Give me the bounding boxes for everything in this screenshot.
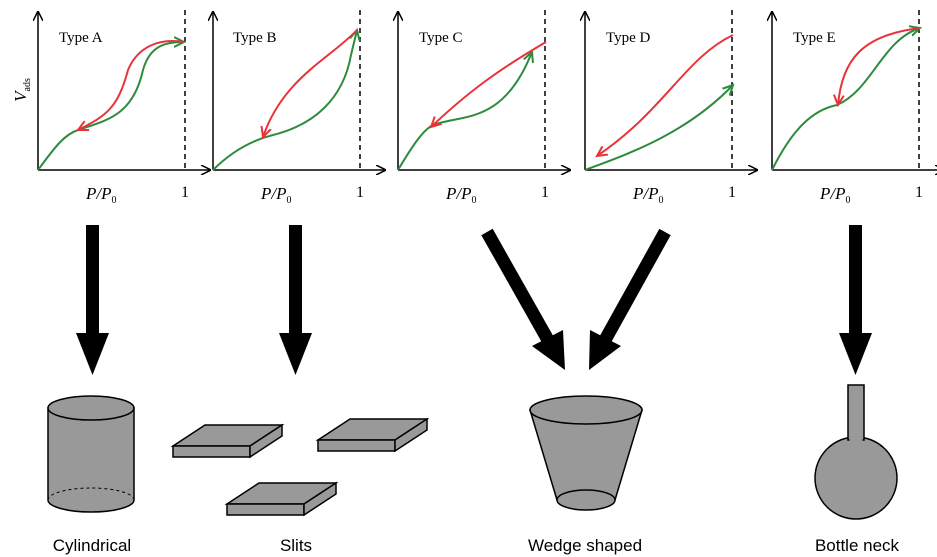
desorption-branch [431,42,546,127]
x-label-sub: 0 [472,195,477,206]
cylinder [48,396,134,512]
x-label-sub: 0 [846,195,851,206]
slits [173,419,427,515]
big-arrows [76,225,872,375]
bottle-neck-shape [815,385,897,519]
x-label-main: P/P [819,184,846,203]
x-axis-label: P/P0 [632,184,664,206]
isotherm-panel: Type D 1 P/P0 [585,10,757,206]
y-label-sub: ads [22,78,33,91]
x-label-sub: 0 [112,195,117,206]
x-end-label: 1 [541,184,549,201]
x-label-main: P/P [260,184,287,203]
shape-label: Bottle neck [815,536,900,555]
arrow-shaft [487,232,548,340]
arrow-shaft [289,225,302,335]
y-axis-label: Vads [11,78,33,102]
desorption-branch [78,41,184,130]
x-label-main: P/P [632,184,659,203]
arrow-head [76,333,109,375]
shape-label: Cylindrical [53,536,131,555]
x-axis-label: P/P0 [85,184,117,206]
x-end-label: 1 [728,184,736,201]
adsorption-branch [213,30,357,170]
panel-title: Type D [606,30,651,46]
x-axis-label: P/P0 [819,184,851,206]
arrow-shaft [605,232,665,340]
isotherm-panel: Type A 1 P/P0 [38,10,210,206]
wedge [530,396,642,510]
x-label-sub: 0 [287,195,292,206]
arrow-head [279,333,312,375]
x-axis-label: P/P0 [445,184,477,206]
x-label-main: P/P [445,184,472,203]
adsorption-branch [772,28,920,170]
desorption-branch [597,35,733,156]
arrow-shaft [86,225,99,335]
isotherm-panel: Type C 1 P/P0 [398,10,570,206]
shape-label: Wedge shaped [528,536,642,555]
x-axis-label: P/P0 [260,184,292,206]
x-label-main: P/P [85,184,112,203]
isotherm-panel: Type B 1 P/P0 [213,10,385,206]
panel-title: Type B [233,30,277,46]
x-end-label: 1 [181,184,189,201]
arrow-shaft [849,225,862,335]
shape-label: Slits [280,536,312,555]
panel-title: Type E [793,30,836,46]
x-end-label: 1 [915,184,923,201]
adsorption-branch [585,85,733,170]
x-label-sub: 0 [659,195,664,206]
x-end-label: 1 [356,184,364,201]
panel-title: Type A [59,30,103,46]
diagram: Type A1P/P0Type B1P/P0Type C1P/P0Type D1… [0,0,937,557]
desorption-branch [838,28,920,105]
isotherm-panel: Type E 1 P/P0 [772,10,937,206]
arrow-head [839,333,872,375]
panel-title: Type C [419,30,463,46]
adsorption-branch [398,52,532,170]
